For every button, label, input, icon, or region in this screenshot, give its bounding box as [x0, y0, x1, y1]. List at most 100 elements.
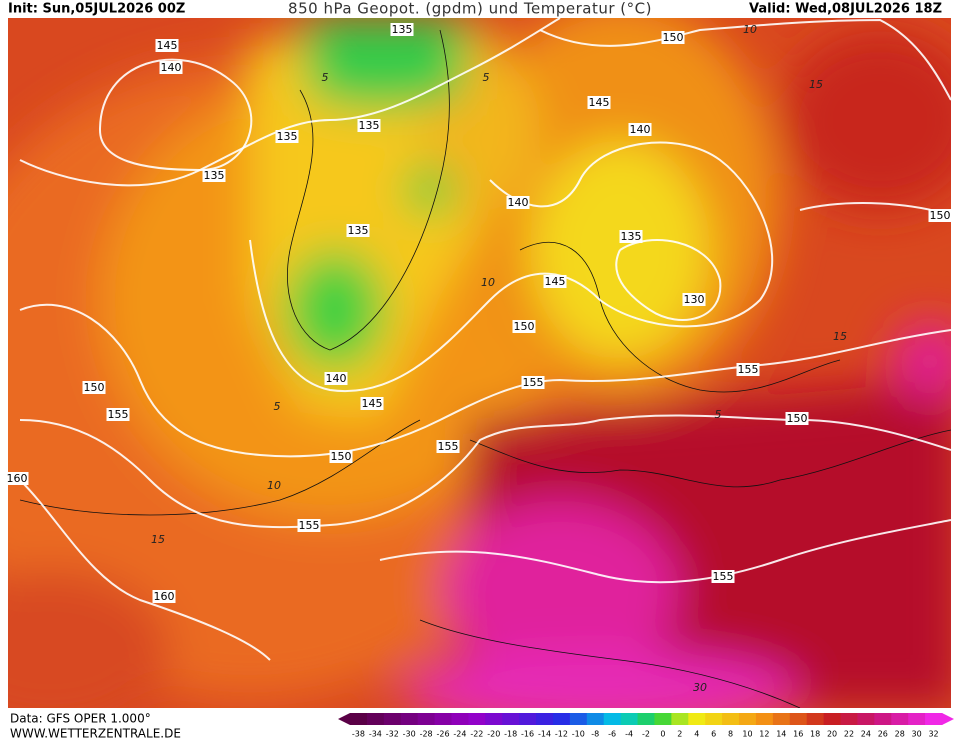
scale-label: 18: [810, 730, 820, 739]
label-box: [543, 275, 567, 288]
contour-label: 135: [359, 119, 380, 132]
temperature-label: 15: [833, 330, 847, 343]
contour-label: 150: [514, 320, 535, 333]
label-box: [436, 440, 460, 453]
label-box: [82, 381, 106, 394]
label-box: [521, 376, 545, 389]
label-box: [106, 408, 130, 421]
contour-label: 155: [299, 519, 320, 532]
scale-label: -28: [420, 730, 433, 739]
scale-swatch: [586, 713, 605, 725]
init-time: Init: Sun,05JUL2026 00Z: [8, 2, 185, 17]
label-box: [682, 293, 706, 306]
valid-time: Valid: Wed,08JUL2026 18Z: [749, 2, 942, 17]
scale-label: -12: [555, 730, 568, 739]
scale-label: -16: [521, 730, 534, 739]
contour-label: 135: [277, 130, 298, 143]
color-scale: -38 -34 -32 -30 -28 -26 -24 -22 -20 -18 -16 -14 -12-…: [338, 713, 954, 739]
scale-swatch: [891, 713, 909, 725]
scale-swatch: [417, 713, 436, 725]
temperature-label: 10: [743, 23, 757, 36]
label-box: [506, 196, 530, 209]
label-box: [512, 320, 536, 333]
temperature-labels: 5 5 5 5 10 10 15 15 15 10 30: [151, 23, 847, 694]
label-box: [619, 230, 643, 243]
scale-label: -14: [538, 730, 551, 739]
scale-label: 24: [861, 730, 871, 739]
scale-label: 0: [660, 730, 665, 739]
temperature-label: 30: [693, 681, 707, 694]
scale-label: -22: [470, 730, 483, 739]
label-box: [711, 570, 735, 583]
scale-swatch: [519, 713, 537, 725]
scale-label: 16: [793, 730, 803, 739]
temperature-label: 5: [715, 408, 722, 421]
scale-swatch: [688, 713, 706, 725]
label-box: [661, 31, 685, 44]
scale-arrow: [338, 713, 350, 725]
scale-swatch: [502, 713, 520, 725]
label-box: [360, 397, 384, 410]
scale-swatch: [485, 713, 503, 725]
scale-swatch: [705, 713, 723, 725]
scale-swatch: [654, 713, 672, 725]
scale-label: -6: [608, 730, 616, 739]
scale-swatch: [789, 713, 808, 725]
temperature-label: 5: [274, 400, 281, 413]
contour-label: 155: [713, 570, 734, 583]
scale-swatch: [908, 713, 926, 725]
temperature-label: 10: [267, 479, 281, 492]
scale-swatch: [671, 713, 689, 725]
label-box: [587, 96, 611, 109]
contour-label: 145: [362, 397, 383, 410]
temperature-label: 5: [483, 71, 490, 84]
scale-arrow: [942, 713, 954, 725]
label-box: [5, 472, 29, 485]
contour-label: 155: [438, 440, 459, 453]
scale-label: 30: [912, 730, 922, 739]
scale-swatch: [857, 713, 875, 725]
scale-swatch: [383, 713, 402, 725]
contour-label: 135: [621, 230, 642, 243]
label-box: [297, 519, 321, 532]
scale-swatch: [451, 713, 469, 725]
label-box: [628, 123, 652, 136]
scale-swatch: [603, 713, 622, 725]
scale-label: -10: [572, 730, 585, 739]
temperature-label: 15: [151, 533, 165, 546]
contour-labels: 145 140 135 135 135 135 135 150 145 140 …: [5, 23, 952, 603]
contour-label: 140: [508, 196, 529, 209]
label-box: [155, 39, 179, 52]
contour-label: 140: [326, 372, 347, 385]
scale-label: -26: [436, 730, 449, 739]
contour-label: 130: [684, 293, 705, 306]
contour-label: 135: [348, 224, 369, 237]
contour-label: 160: [7, 472, 28, 485]
label-box: [159, 61, 183, 74]
scale-swatch: [755, 713, 774, 725]
contour-label: 140: [630, 123, 651, 136]
scale-label: -24: [453, 730, 466, 739]
scale-swatch: [739, 713, 757, 725]
scale-swatch: [823, 713, 842, 725]
scale-swatch: [468, 713, 486, 725]
scale-label: 32: [928, 730, 938, 739]
label-box: [736, 363, 760, 376]
temperature-label: 10: [481, 276, 495, 289]
contour-label: 145: [545, 275, 566, 288]
label-box: [329, 450, 353, 463]
scale-swatch: [840, 713, 858, 725]
temperature-label: 15: [809, 78, 823, 91]
scale-swatch: [772, 713, 791, 725]
scale-label: 14: [776, 730, 786, 739]
contour-label: 145: [589, 96, 610, 109]
scale-label: 28: [895, 730, 905, 739]
scale-swatch: [366, 713, 385, 725]
label-box: [202, 169, 226, 182]
label-box: [324, 372, 348, 385]
scale-label: -30: [403, 730, 416, 739]
temperature-label: 5: [322, 71, 329, 84]
scale-swatch: [350, 713, 368, 725]
map-title: 850 hPa Geopot. (gpdm) und Temperatur (°…: [288, 0, 652, 18]
